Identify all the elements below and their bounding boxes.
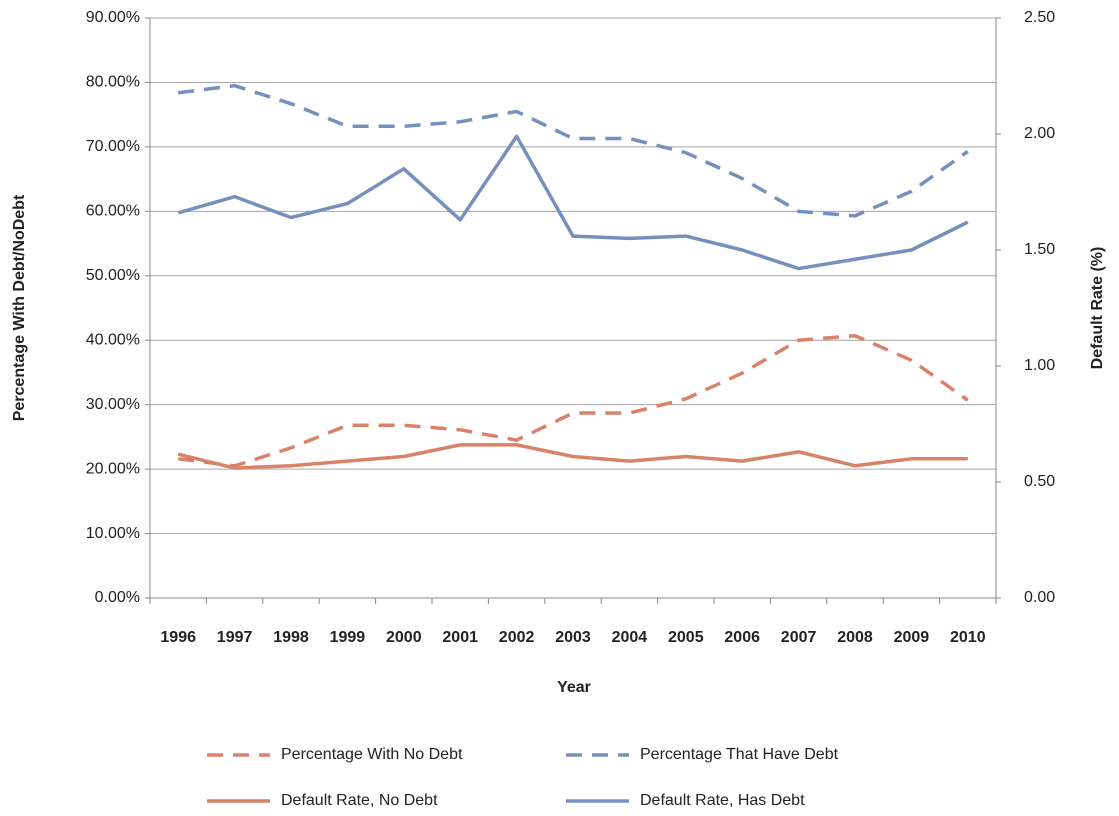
y-tick-label: 90.00% xyxy=(86,9,140,26)
x-tick-label: 2001 xyxy=(442,629,478,646)
x-tick-label: 1998 xyxy=(273,629,309,646)
x-tick-label: 1996 xyxy=(160,629,196,646)
y2-tick-label: 0.00 xyxy=(1024,589,1055,606)
x-tick-label: 1997 xyxy=(217,629,253,646)
series-line xyxy=(177,333,969,468)
y-tick-label: 50.00% xyxy=(86,267,140,284)
series-line xyxy=(177,443,968,470)
x-tick-label: 1999 xyxy=(330,629,366,646)
y2-tick-label: 1.50 xyxy=(1024,241,1055,258)
y2-axis-title: Default Rate (%) xyxy=(1089,247,1106,370)
y2-tick-label: 0.50 xyxy=(1024,473,1055,490)
x-tick-label: 2010 xyxy=(950,629,986,646)
x-tick-label: 2008 xyxy=(837,629,873,646)
x-tick-label: 2000 xyxy=(386,629,422,646)
x-tick-label: 2009 xyxy=(894,629,930,646)
series-line xyxy=(177,134,969,271)
y-tick-label: 80.00% xyxy=(86,74,140,91)
legend-label: Percentage With No Debt xyxy=(281,746,463,763)
x-tick-label: 2006 xyxy=(724,629,760,646)
legend-label: Percentage That Have Debt xyxy=(640,746,839,763)
y-axis-title: Percentage With Debt/NoDebt xyxy=(11,194,28,421)
y-tick-label: 30.00% xyxy=(86,396,140,413)
series-line xyxy=(177,83,969,218)
y2-tick-label: 1.00 xyxy=(1024,357,1055,374)
y-tick-label: 10.00% xyxy=(86,525,140,542)
y-tick-label: 70.00% xyxy=(86,138,140,155)
y-tick-label: 20.00% xyxy=(86,460,140,477)
x-tick-label: 2004 xyxy=(612,629,648,646)
y-tick-label: 0.00% xyxy=(95,589,140,606)
x-tick-label: 2005 xyxy=(668,629,704,646)
y2-tick-label: 2.50 xyxy=(1024,9,1055,26)
y2-tick-label: 2.00 xyxy=(1024,125,1055,142)
x-tick-label: 2003 xyxy=(555,629,591,646)
legend-label: Default Rate, No Debt xyxy=(281,792,438,809)
legend-label: Default Rate, Has Debt xyxy=(640,792,805,809)
y-tick-label: 60.00% xyxy=(86,203,140,220)
x-axis-title: Year xyxy=(557,679,591,696)
y-tick-label: 40.00% xyxy=(86,331,140,348)
x-tick-label: 2002 xyxy=(499,629,535,646)
x-tick-label: 2007 xyxy=(781,629,817,646)
